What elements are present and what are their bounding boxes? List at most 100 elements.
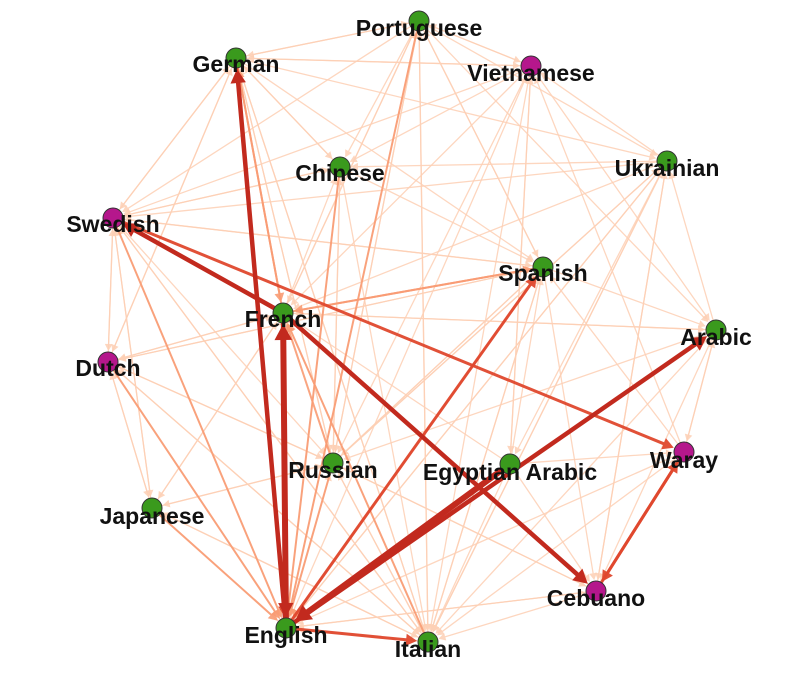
node-french xyxy=(272,302,294,324)
edge-ukrainian-to-vietnamese xyxy=(540,72,660,156)
node-arabic xyxy=(705,319,727,341)
edge-line xyxy=(289,29,416,298)
node-label-waray: Waray xyxy=(650,447,718,473)
edge-arrowhead xyxy=(225,68,233,77)
edge-arrowhead xyxy=(122,223,139,237)
edge-swedish-to-german xyxy=(118,66,230,211)
edge-line xyxy=(245,59,651,158)
edge-vietnamese-to-swedish xyxy=(123,68,523,216)
node-label-egyptian_arabic: Egyptian Arabic xyxy=(423,459,597,485)
edge-line xyxy=(430,75,530,625)
edges-layer xyxy=(104,20,716,646)
edge-line xyxy=(120,220,666,446)
edge-arrowhead xyxy=(274,324,293,341)
edge-arrowhead xyxy=(405,633,418,646)
edge-arrowhead xyxy=(247,54,255,63)
edge-arrowhead xyxy=(522,265,533,276)
edge-arrowhead xyxy=(512,55,521,63)
edge-line xyxy=(517,169,664,449)
edge-line xyxy=(349,332,708,458)
edge-arrowhead xyxy=(525,255,534,263)
edge-line xyxy=(280,337,289,621)
edge-swedish-to-waray xyxy=(120,220,674,450)
edge-egyptian_arabic-to-waray xyxy=(519,449,673,464)
edge-vietnamese-to-chinese xyxy=(349,70,523,162)
nodes-layer xyxy=(97,10,727,653)
edge-line xyxy=(290,283,532,622)
edge-english-to-german xyxy=(230,69,288,621)
edge-vietnamese-to-french xyxy=(290,72,525,306)
edge-arrowhead xyxy=(525,276,537,289)
node-dutch xyxy=(97,351,119,373)
edge-line xyxy=(355,70,523,160)
edge-arrowhead xyxy=(337,445,345,454)
edge-arrowhead xyxy=(697,320,706,328)
node-english xyxy=(275,617,297,639)
edge-arrowhead xyxy=(118,365,126,373)
edge-line xyxy=(347,29,415,152)
edge-arrowhead xyxy=(684,433,693,442)
edge-line xyxy=(253,57,522,67)
edge-portuguese-to-swedish xyxy=(122,25,412,212)
edge-line xyxy=(122,170,324,217)
edge-arrowhead xyxy=(534,277,542,286)
edge-waray-to-cebuano xyxy=(601,458,681,582)
edge-arrowhead xyxy=(269,322,277,331)
edge-line xyxy=(107,227,114,345)
edge-line xyxy=(120,373,422,637)
edge-line xyxy=(441,457,677,632)
edge-italian-to-dutch xyxy=(116,369,422,637)
edge-italian-to-ukrainian xyxy=(431,170,663,634)
edge-arrowhead xyxy=(648,153,657,161)
edge-line xyxy=(427,24,515,60)
edge-spanish-to-cebuano xyxy=(543,276,597,581)
edge-english-to-italian xyxy=(294,627,418,646)
edge-russian-to-ukrainian xyxy=(339,168,659,457)
edge-italian-to-french xyxy=(286,323,425,634)
edge-line xyxy=(158,513,273,616)
edge-waray-to-spanish xyxy=(549,275,679,445)
edge-arrowhead xyxy=(287,295,295,303)
edge-italian-to-spanish xyxy=(430,277,542,634)
edge-arrowhead xyxy=(655,170,663,179)
edge-arrowhead xyxy=(438,633,447,641)
edge-line xyxy=(111,73,230,354)
edge-line xyxy=(304,466,505,616)
edge-line xyxy=(553,280,679,445)
edge-line xyxy=(290,330,425,634)
node-label-arabic: Arabic xyxy=(680,324,752,350)
edge-waray-to-vietnamese xyxy=(534,76,681,444)
edge-line xyxy=(345,273,537,452)
edge-line xyxy=(289,81,525,620)
edge-arabic-to-ukrainian xyxy=(668,171,714,322)
edge-chinese-to-spanish xyxy=(348,170,534,263)
edge-line xyxy=(110,370,148,492)
node-label-spanish: Spanish xyxy=(498,260,587,286)
edge-dutch-to-german xyxy=(111,68,233,354)
edge-arrowhead xyxy=(572,568,588,584)
edge-line xyxy=(243,62,529,258)
edge-line xyxy=(130,161,658,217)
edge-swedish-to-dutch xyxy=(104,227,114,351)
edge-line xyxy=(240,74,426,634)
edge-line xyxy=(289,29,418,610)
edge-line xyxy=(431,176,660,634)
edge-line xyxy=(252,22,410,56)
edge-line xyxy=(439,336,710,630)
edge-line xyxy=(519,452,667,464)
edge-arrowhead xyxy=(520,76,528,84)
edge-line xyxy=(132,227,277,311)
edge-line xyxy=(115,226,280,611)
edge-line xyxy=(444,593,588,638)
edge-spanish-to-russian xyxy=(341,273,537,456)
node-cebuano xyxy=(585,580,607,602)
edge-arrowhead xyxy=(345,149,352,158)
edge-line xyxy=(348,470,588,588)
node-spanish xyxy=(532,256,554,278)
edge-arrowhead xyxy=(540,72,548,80)
edge-line xyxy=(291,269,525,313)
labels-layer: Portuguese German Vietnamese Chinese Ukraini… xyxy=(66,15,752,662)
edge-arrowhead xyxy=(314,463,323,472)
edge-line xyxy=(294,627,408,642)
edge-vietnamese-to-german xyxy=(247,54,522,67)
